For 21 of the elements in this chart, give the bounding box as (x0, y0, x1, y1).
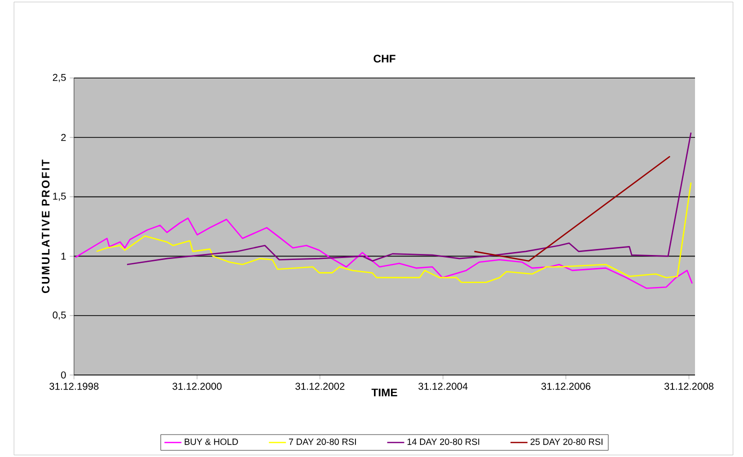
y-tick-label: 0,5 (52, 311, 66, 320)
y-tick-label: 1,5 (53, 192, 66, 201)
legend-label: 25 DAY 20-80 RSI (530, 438, 602, 445)
y-tick-label: 0 (61, 371, 66, 379)
y-tick-label: 1 (61, 252, 66, 260)
x-tick-label: 31.12.2004 (418, 382, 468, 390)
line-series (126, 132, 692, 266)
y-axis-title: CUMULATIVE PROFIT (42, 160, 50, 294)
legend-label: 7 DAY 20-80 RSI (289, 438, 356, 445)
line-series (74, 218, 693, 289)
y-tick-label: 2,5 (52, 74, 66, 82)
x-tick-label: 31.12.2000 (172, 382, 222, 390)
x-tick-label: 31.12.2006 (541, 382, 590, 390)
legend-label: BUY & HOLD (184, 438, 238, 445)
legend-label: 14 DAY 20-80 RSI (408, 438, 480, 445)
x-axis-title: TIME (372, 388, 398, 396)
x-tick-label: 31.12.1998 (49, 382, 98, 390)
x-tick-label: 31.12.2002 (295, 382, 344, 390)
chart-title: CHF (374, 54, 396, 63)
x-tick-label: 31.12.2008 (664, 382, 714, 390)
y-tick-label: 2 (61, 134, 66, 141)
